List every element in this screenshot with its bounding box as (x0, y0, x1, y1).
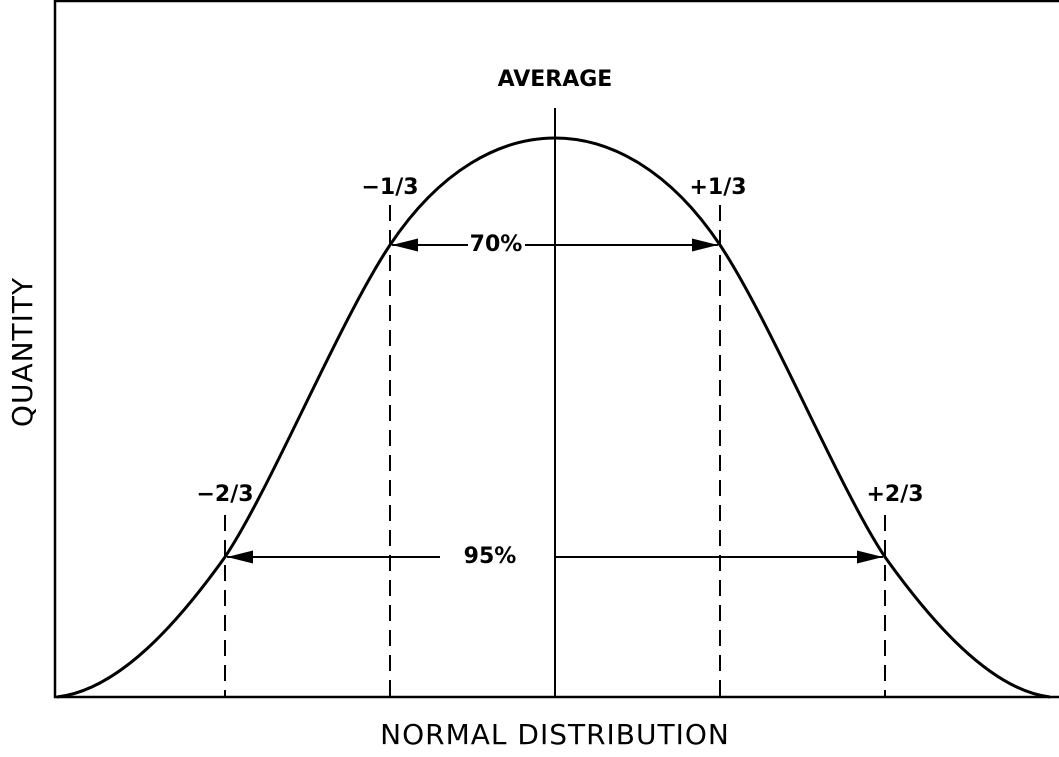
title: NORMAL DISTRIBUTION (380, 718, 730, 751)
marker-label: +1/3 (689, 175, 746, 200)
marker-label: −1/3 (361, 175, 418, 200)
bell-curve (56, 136, 1051, 699)
center-label: AVERAGE (498, 67, 613, 92)
y-axis-label: QUANTITY (6, 277, 39, 427)
marker-label: −2/3 (196, 482, 253, 507)
marker-label: +2/3 (866, 482, 923, 507)
range-label: 95% (464, 544, 517, 569)
range-label: 70% (470, 232, 523, 257)
frame (53, 0, 1059, 699)
